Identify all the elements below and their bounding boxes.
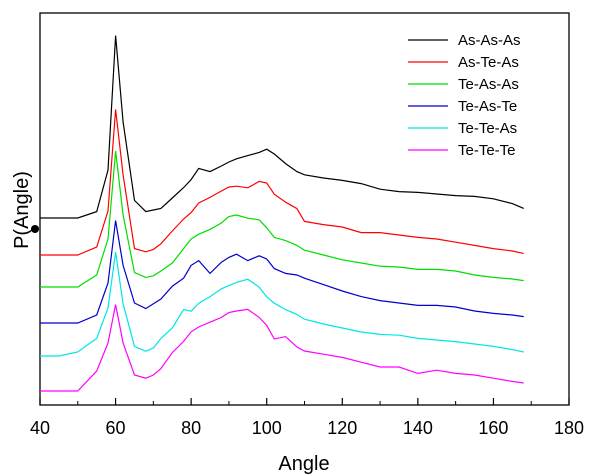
series-line-te-te-te — [40, 304, 524, 392]
series-line-as-te-as — [40, 109, 524, 256]
series-line-te-as-te — [40, 220, 524, 324]
x-tick-label: 80 — [181, 418, 201, 438]
x-axis-label: Angle — [278, 453, 329, 475]
legend-label-te-te-as: Te-Te-As — [458, 120, 517, 137]
x-tick-label: 100 — [252, 418, 282, 438]
x-tick-label: 140 — [403, 418, 433, 438]
legend: As-As-As As-Te-As Te-As-As Te-As-Te Te-Te-As… — [408, 32, 521, 159]
series-layer — [40, 35, 524, 392]
legend-label-te-as-as: Te-As-As — [458, 76, 519, 93]
y-axis-label: P(Angle) — [11, 171, 33, 249]
series-line-te-te-as — [40, 251, 524, 357]
legend-label-as-as-as: As-As-As — [458, 32, 521, 49]
x-ticks: 40 60 80 100 120 140 160 180 — [30, 398, 584, 438]
series-line-te-as-as — [40, 150, 524, 288]
x-tick-label: 160 — [478, 418, 508, 438]
x-tick-label: 60 — [106, 418, 126, 438]
x-tick-label: 120 — [327, 418, 357, 438]
x-tick-label: 40 — [30, 418, 50, 438]
legend-label-te-te-te: Te-Te-Te — [458, 142, 516, 159]
x-tick-label: 180 — [554, 418, 584, 438]
legend-label-as-te-as: As-Te-As — [458, 54, 519, 71]
series-line-as-as-as — [40, 35, 524, 219]
legend-label-te-as-te: Te-As-Te — [458, 98, 517, 115]
y-label-dot-marker — [31, 225, 39, 233]
